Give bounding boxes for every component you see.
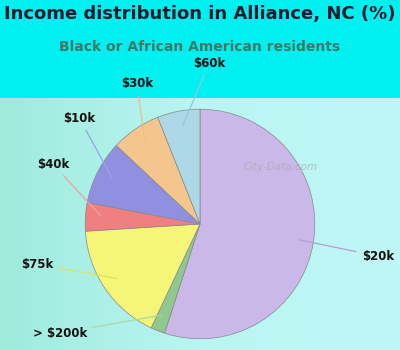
Text: Income distribution in Alliance, NC (%): Income distribution in Alliance, NC (%) (4, 5, 396, 23)
Text: $75k: $75k (21, 258, 116, 278)
Wedge shape (87, 145, 200, 224)
Text: Black or African American residents: Black or African American residents (60, 40, 340, 54)
Wedge shape (151, 224, 200, 333)
Text: $10k: $10k (63, 112, 112, 177)
Text: > $200k: > $200k (33, 315, 161, 340)
Wedge shape (164, 109, 315, 339)
Text: $30k: $30k (121, 77, 153, 141)
Wedge shape (116, 117, 200, 224)
Text: $40k: $40k (37, 158, 101, 216)
Wedge shape (158, 109, 200, 224)
Text: $60k: $60k (183, 57, 225, 126)
Wedge shape (86, 224, 200, 328)
Text: $20k: $20k (299, 240, 394, 262)
Wedge shape (85, 203, 200, 231)
Text: City-Data.com: City-Data.com (243, 162, 318, 172)
